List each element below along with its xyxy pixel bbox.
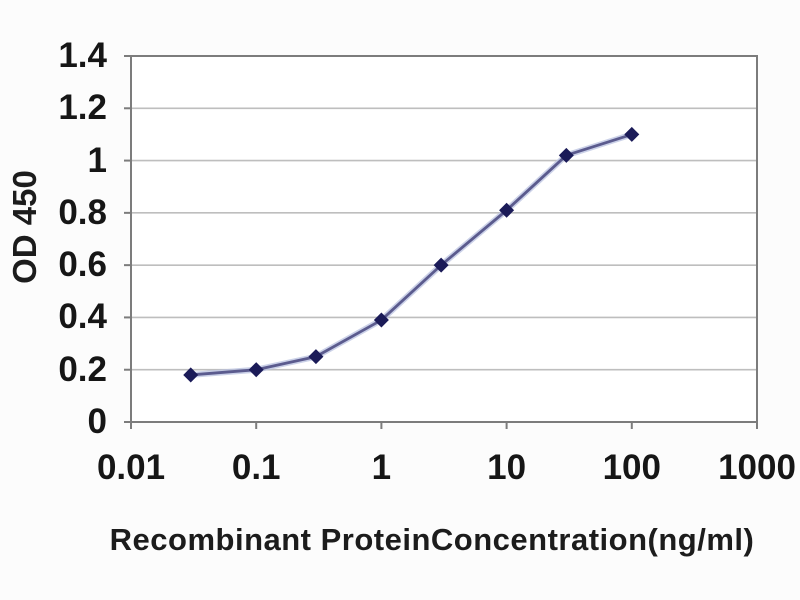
x-tick-label-100: 100 <box>602 448 661 487</box>
data-point-0.03 <box>183 367 199 383</box>
x-axis-title: Recombinant ProteinConcentration(ng/ml) <box>109 522 755 557</box>
y-tick-label-0.6: 0.6 <box>58 245 107 285</box>
y-tick-label-0.8: 0.8 <box>58 192 107 232</box>
x-tick-label-10: 10 <box>487 448 527 487</box>
x-tick-label-1000: 1000 <box>718 448 796 487</box>
series-line <box>190 133 633 377</box>
y-tick-label-1.4: 1.4 <box>58 36 107 75</box>
plot-border <box>130 55 758 423</box>
x-tick-label-0.1: 0.1 <box>231 448 281 487</box>
data-point-100 <box>624 126 640 142</box>
data-point-1 <box>373 312 389 328</box>
plot-background <box>131 56 757 422</box>
data-point-10 <box>499 202 515 218</box>
y-tick-label-1.2: 1.2 <box>58 88 107 128</box>
data-point-3 <box>433 257 449 273</box>
y-tick-label-0.2: 0.2 <box>58 349 107 389</box>
x-tick-label-1: 1 <box>371 448 392 487</box>
data-point-30 <box>558 147 574 163</box>
data-point-0.1 <box>248 362 264 378</box>
y-tick-label-1: 1 <box>87 140 107 180</box>
data-point-0.3 <box>308 349 324 365</box>
x-tick-label-0.01: 0.01 <box>96 448 166 487</box>
y-tick-label-0: 0 <box>87 402 107 441</box>
y-tick-label-0.4: 0.4 <box>58 297 107 337</box>
